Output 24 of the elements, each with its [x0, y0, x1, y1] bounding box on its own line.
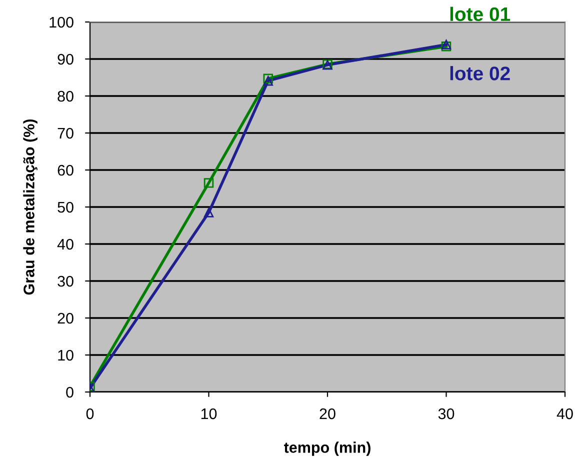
y-tick-label: 70: [58, 128, 74, 139]
y-tick-label: 100: [50, 16, 74, 28]
series-label: lote 01: [450, 6, 510, 22]
point: [263, 76, 273, 86]
point: [263, 74, 273, 84]
y-tick-label: 60: [58, 164, 74, 176]
series-label: lote 02: [450, 66, 510, 80]
y-tick-label: 30: [58, 276, 74, 287]
y-tick-label: 0: [66, 386, 74, 398]
point: [204, 208, 214, 218]
y-axis-title: Grau de metalização (%): [23, 119, 38, 295]
x-tick-label: 0: [86, 408, 94, 420]
y-tick-label: 40: [57, 238, 74, 250]
y-tick-label: 90: [58, 54, 74, 65]
x-axis-title: tempo (min): [284, 442, 370, 456]
x-tick-label: 10: [201, 408, 217, 420]
y-tick-label: 20: [58, 312, 74, 324]
point: [204, 178, 214, 188]
x-tick-label: 30: [438, 408, 454, 420]
x-tick-label: 40: [556, 408, 573, 420]
x-tick-label: 20: [320, 408, 336, 420]
y-tick-label: 80: [58, 90, 74, 102]
y-tick-label: 50: [58, 202, 74, 213]
y-tick-label: 10: [58, 350, 74, 361]
